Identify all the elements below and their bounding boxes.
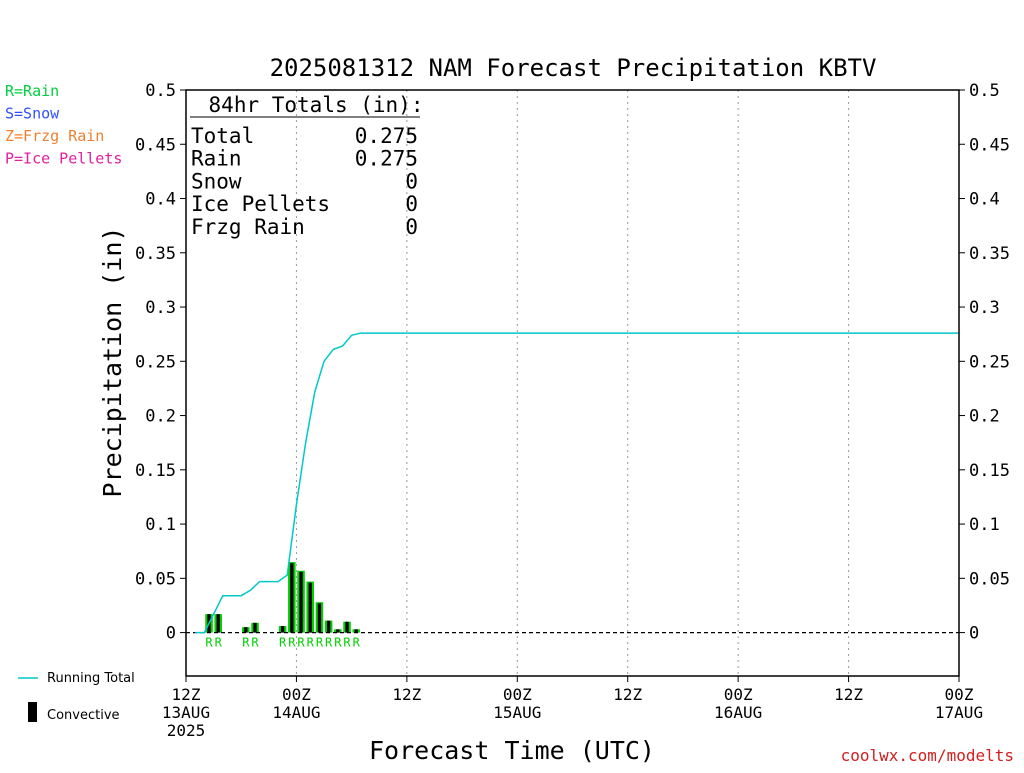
y-tick-label-left: 0.25 — [135, 352, 176, 372]
ptype-letter: R — [242, 636, 250, 650]
convective-legend: Convective — [28, 702, 120, 723]
convective-legend-label: Convective — [47, 708, 120, 723]
totals-row-value: 0 — [405, 215, 418, 239]
x-tick-label: 12Z — [613, 685, 642, 704]
ptype-letter: R — [205, 636, 213, 650]
convective-bar — [299, 571, 303, 633]
x-tick-label: 15AUG — [493, 703, 541, 722]
x-tick-label: 17AUG — [935, 703, 983, 722]
y-tick-label-right: 0.25 — [969, 352, 1010, 372]
ptype-letter: R — [215, 636, 223, 650]
totals-row-value: 0.275 — [355, 124, 418, 148]
x-tick-label: 16AUG — [714, 703, 762, 722]
convective-bar — [326, 620, 331, 633]
convective-bar — [280, 626, 285, 633]
right-y-axis: 0 0.05 0.1 0.15 0.2 0.25 0.3 0.35 0.4 0.45 0.5 — [959, 81, 1010, 644]
ptype-letter: R — [288, 636, 296, 650]
ptype-letter: R — [316, 636, 324, 650]
ptype-letter: R — [325, 636, 333, 650]
y-tick-label-left: 0.45 — [135, 135, 176, 155]
x-tick-label: 00Z — [945, 685, 974, 704]
totals-row-label: Snow — [191, 169, 242, 193]
x-tick-label: 00Z — [282, 685, 311, 704]
y-tick-label-left: 0.15 — [135, 461, 176, 481]
precip-type-legend: R=Rain S=Snow Z=Frzg Rain P=Ice Pellets — [5, 82, 122, 168]
y-tick-label-left: 0.05 — [135, 569, 176, 589]
totals-row-value: 0 — [405, 192, 418, 216]
y-tick-label-right: 0.4 — [969, 190, 1000, 210]
totals-row-label: Total — [191, 124, 254, 148]
convective-bar — [317, 603, 322, 633]
convective-legend-swatch — [28, 702, 37, 722]
running-total-legend: Running Total — [18, 671, 135, 686]
x-tick-label: 12Z — [172, 685, 201, 704]
x-axis-title: Forecast Time (UTC) — [369, 736, 655, 765]
y-tick-label-left: 0.3 — [145, 298, 176, 318]
convective-bar — [345, 621, 349, 633]
x-tick-label: 2025 — [167, 721, 206, 740]
y-tick-label-right: 0.35 — [969, 244, 1010, 264]
y-axis-title: Precipitation (in) — [98, 227, 127, 498]
totals-row-label: Ice Pellets — [191, 192, 330, 216]
y-tick-label-left: 0.2 — [145, 407, 176, 427]
left-y-axis: 0 0.05 0.1 0.15 0.2 0.25 0.3 0.35 0.4 0.45 0.5 — [135, 81, 186, 644]
ptype-legend-item: R=Rain — [5, 82, 59, 100]
x-tick-label: 12Z — [392, 685, 421, 704]
totals-row-value: 0 — [405, 169, 418, 193]
convective-bar — [290, 563, 294, 633]
convective-bar — [308, 582, 312, 633]
convective-bar — [336, 629, 340, 633]
ptype-letter: R — [343, 636, 351, 650]
x-tick-label: 00Z — [503, 685, 532, 704]
convective-bar — [253, 622, 257, 633]
y-tick-label-right: 0.3 — [969, 298, 1000, 318]
vertical-grid — [295, 90, 850, 676]
y-tick-label-right: 0 — [969, 624, 979, 644]
y-tick-label-left: 0.4 — [145, 190, 176, 210]
bar-layer — [205, 562, 361, 633]
ptype-letter: R — [279, 636, 287, 650]
ptype-legend-item: Z=Frzg Rain — [5, 127, 104, 145]
chart-title: 2025081312 NAM Forecast Precipitation KB… — [270, 54, 877, 82]
ptype-letter: R — [251, 636, 259, 650]
convective-bar — [244, 627, 248, 633]
credit-text: coolwx.com/modelts — [841, 746, 1014, 765]
x-tick-label: 14AUG — [272, 703, 320, 722]
totals-box: 84hr Totals (in): Total 0.275 Rain 0.275 Snow… — [190, 93, 423, 239]
ptype-letter: R — [297, 636, 305, 650]
totals-row-value: 0.275 — [355, 147, 418, 171]
x-tick-label: 12Z — [834, 685, 863, 704]
convective-bar — [216, 614, 220, 633]
y-tick-label-right: 0.05 — [969, 569, 1010, 589]
totals-header: 84hr Totals (in): — [209, 93, 424, 117]
ptype-letter: R — [334, 636, 342, 650]
y-tick-label-right: 0.5 — [969, 81, 1000, 101]
ptype-legend-item: P=Ice Pellets — [5, 150, 122, 168]
y-tick-label-left: 0.1 — [145, 515, 176, 535]
ptype-letter: R — [307, 636, 315, 650]
running-total-line — [195, 332, 959, 634]
x-tick-label: 00Z — [724, 685, 753, 704]
ptype-legend-item: S=Snow — [5, 105, 60, 123]
plot-frame — [185, 89, 960, 677]
totals-row-label: Frzg Rain — [191, 215, 305, 239]
running-total-legend-label: Running Total — [47, 671, 135, 686]
convective-bar — [354, 629, 358, 633]
y-tick-label-left: 0.5 — [145, 81, 176, 101]
y-tick-label-right: 0.45 — [969, 135, 1010, 155]
y-tick-label-left: 0 — [166, 624, 176, 644]
y-tick-label-left: 0.35 — [135, 244, 176, 264]
ptype-letter: R — [353, 636, 361, 650]
y-tick-label-right: 0.2 — [969, 407, 1000, 427]
x-tick-label: 13AUG — [162, 703, 210, 722]
y-tick-label-right: 0.1 — [969, 515, 1000, 535]
y-tick-label-right: 0.15 — [969, 461, 1010, 481]
totals-row-label: Rain — [191, 147, 242, 171]
